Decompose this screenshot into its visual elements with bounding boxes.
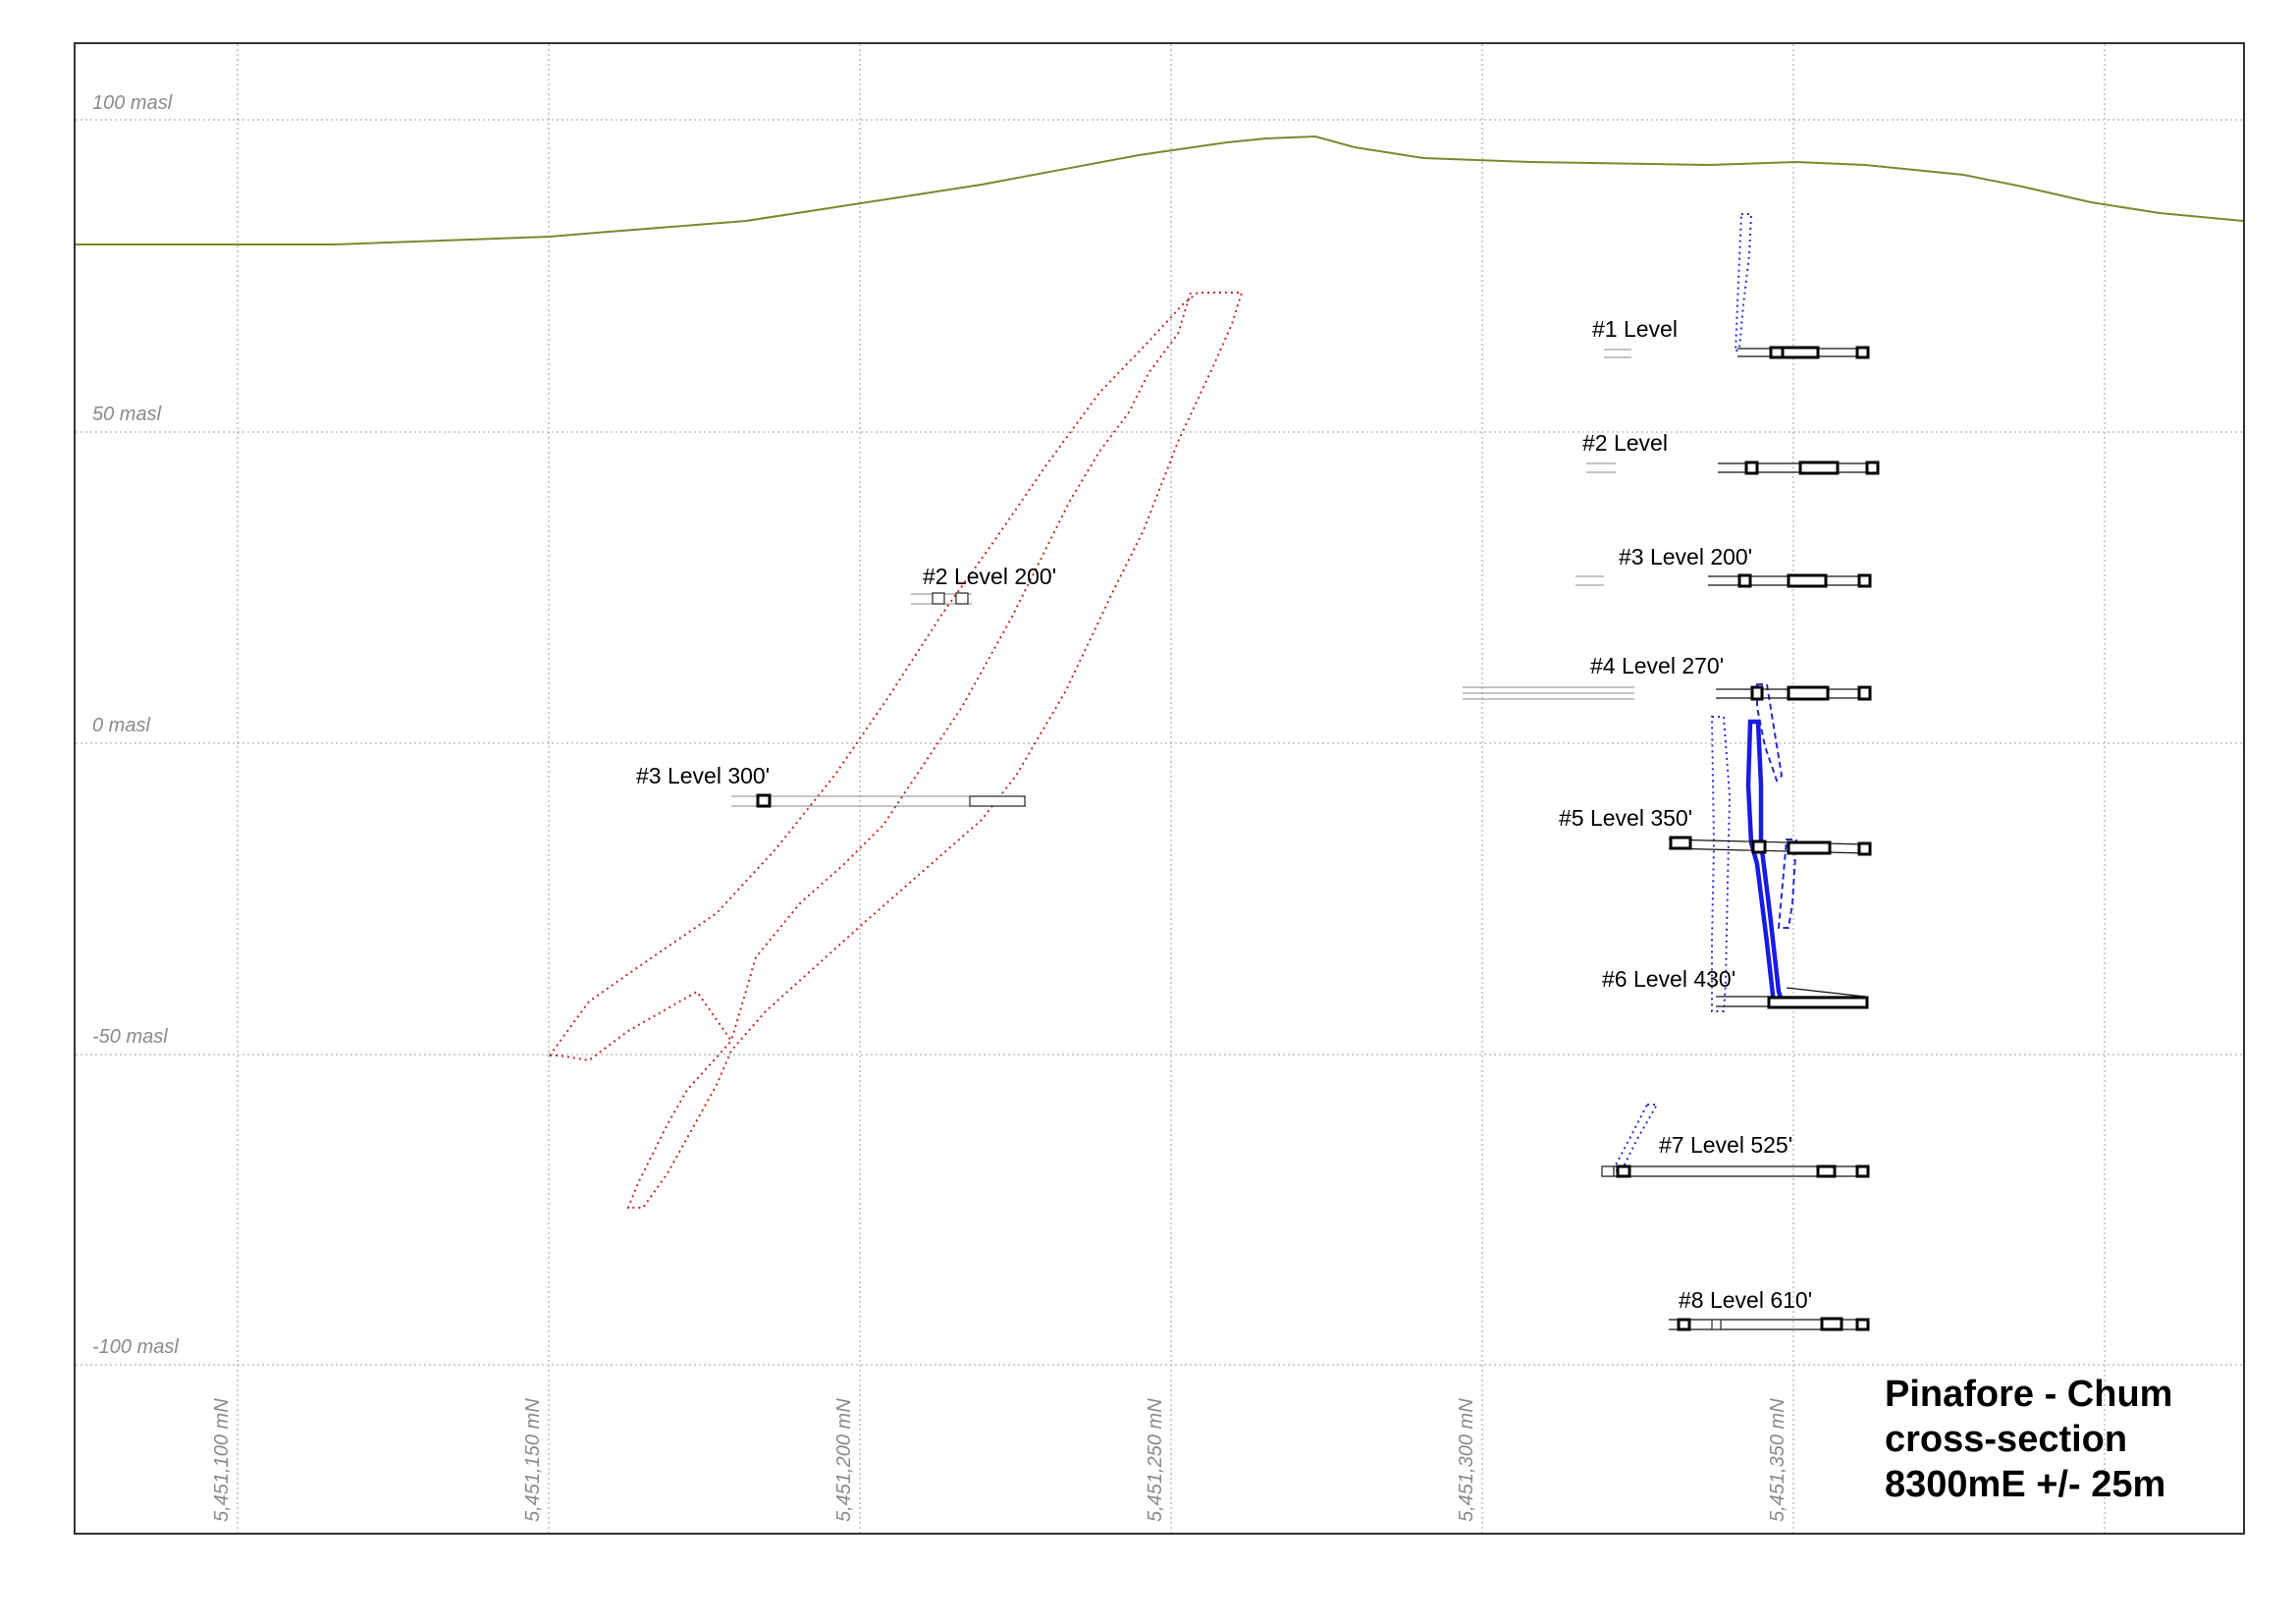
east-vein-mid [1710, 716, 1732, 1012]
elevation-label-50: 50 masl [92, 404, 162, 425]
east-vein-upper [1734, 213, 1753, 354]
northing-label-5451100: 5,451,100 mN [211, 1398, 233, 1522]
title-line-2: cross-section [1885, 1419, 2127, 1460]
northing-label-5451150: 5,451,150 mN [522, 1398, 544, 1522]
level-2-workings [1586, 460, 1880, 475]
level-4-workings [1463, 685, 1872, 701]
east-vein-hanging [1756, 683, 1784, 783]
topography-line [76, 135, 2244, 245]
elevation-label-0: 0 masl [92, 715, 150, 736]
elevation-gridlines [76, 119, 2243, 1366]
title-line-3: 8300mE +/- 25m [1885, 1464, 2165, 1505]
west-level-label-2: #2 Level 200' [923, 564, 1056, 589]
northing-label-5451250: 5,451,250 mN [1145, 1398, 1166, 1522]
level-1-workings [1604, 346, 1870, 359]
elevation-label-minus100: -100 masl [92, 1336, 179, 1358]
title-line-1: Pinafore - Chum [1885, 1374, 2172, 1415]
level-5-workings [1668, 836, 1872, 856]
west-vein-inner [730, 292, 1192, 1042]
level-7-workings [1601, 1164, 1870, 1178]
level-label-7: #7 Level 525' [1659, 1132, 1792, 1158]
level-label-2: #2 Level [1582, 430, 1668, 456]
level-8-workings [1669, 1317, 1870, 1331]
west-level-2-workings [911, 592, 972, 605]
level-label-4: #4 Level 270' [1590, 653, 1724, 678]
elevation-label-100: 100 masl [92, 92, 173, 114]
east-vein-lower-lens [1777, 839, 1798, 929]
elevation-label-minus50: -50 masl [92, 1026, 168, 1048]
west-level-3-workings [731, 793, 1026, 808]
northing-label-5451300: 5,451,300 mN [1456, 1398, 1477, 1522]
level-3-workings [1575, 573, 1872, 588]
map-frame [74, 42, 2245, 1535]
level-6-workings [1716, 987, 1869, 1009]
northing-label-5451350: 5,451,350 mN [1767, 1398, 1789, 1522]
level-label-5: #5 Level 350' [1559, 805, 1692, 831]
level-label-3: #3 Level 200' [1619, 544, 1752, 569]
level-label-1: #1 Level [1592, 316, 1678, 342]
northing-label-5451200: 5,451,200 mN [833, 1398, 855, 1522]
west-level-label-3: #3 Level 300' [636, 763, 770, 788]
level-label-6: #6 Level 430' [1602, 966, 1735, 992]
level-label-8: #8 Level 610' [1679, 1287, 1812, 1313]
